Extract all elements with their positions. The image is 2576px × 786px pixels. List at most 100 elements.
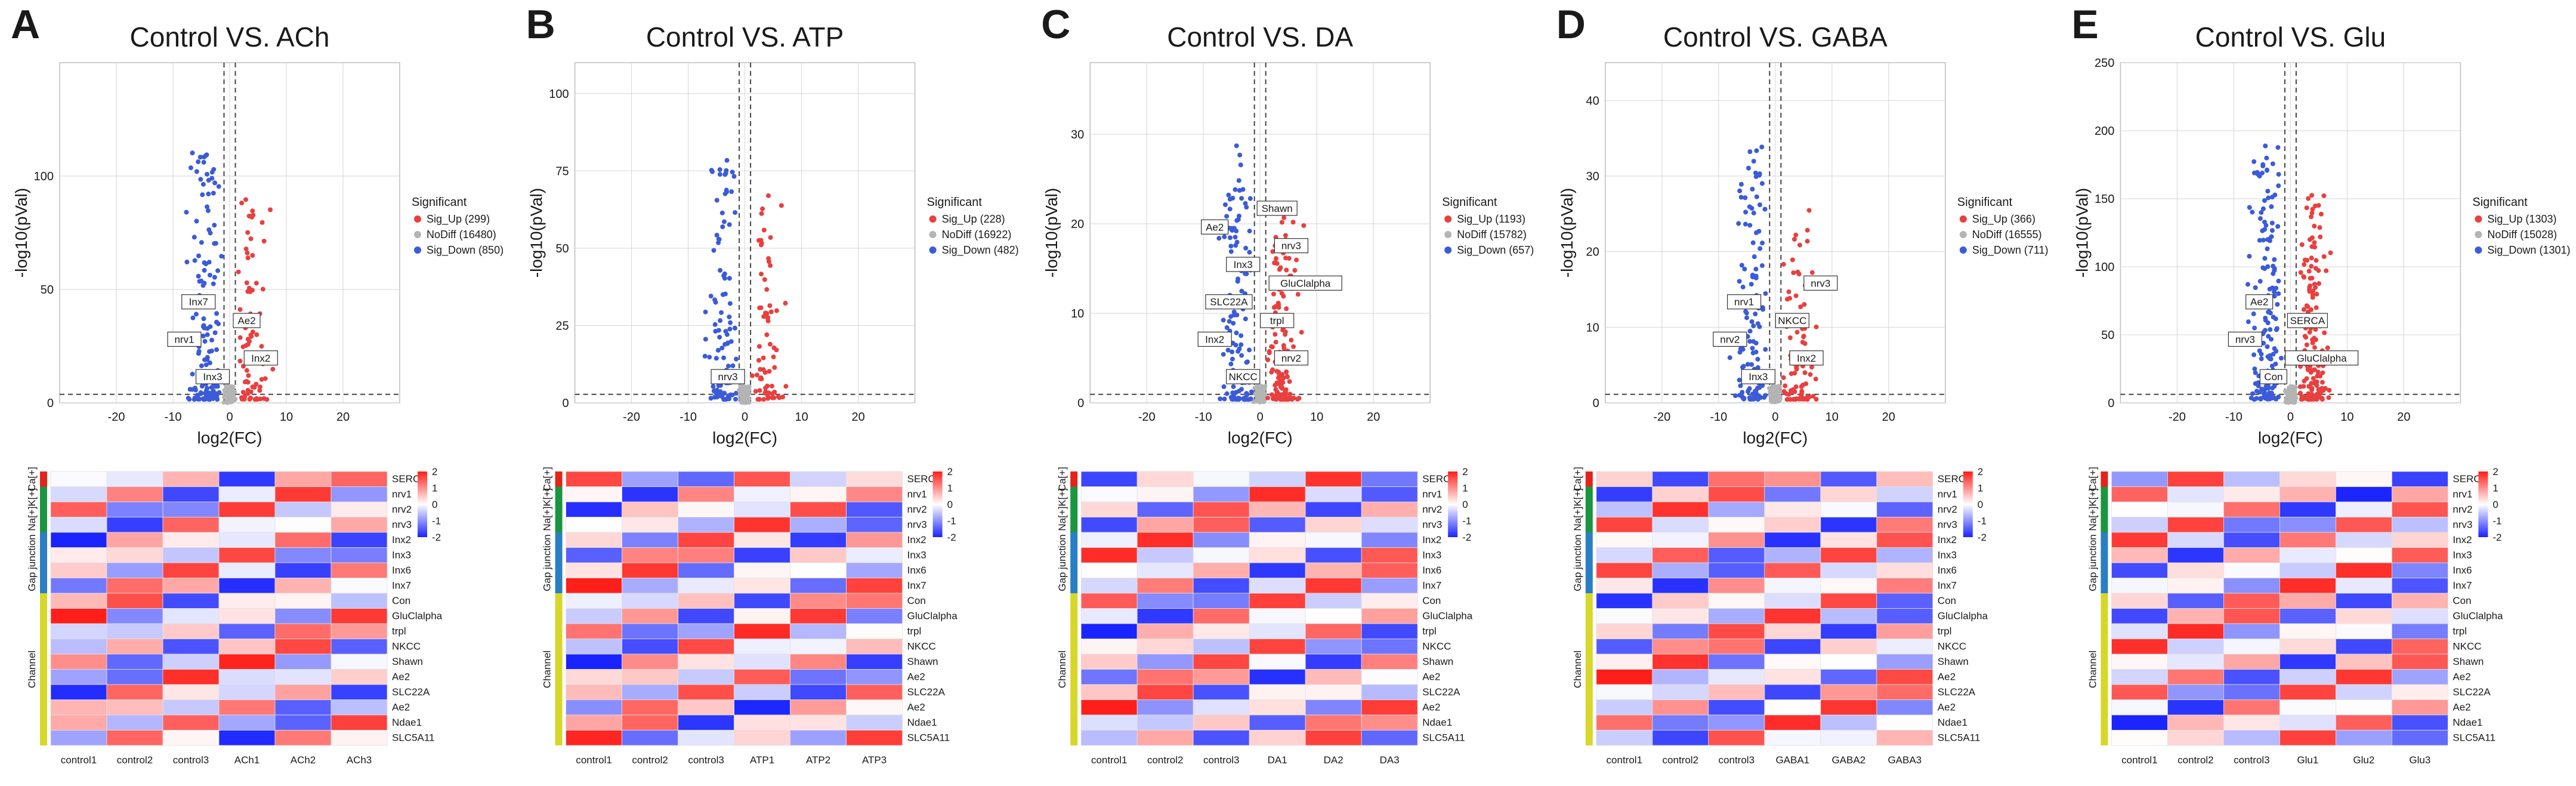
- color-scale-tick: 2: [1978, 466, 1983, 477]
- volcano-title: Control VS. Glu: [2195, 21, 2386, 53]
- heatmap-cell: [106, 639, 163, 655]
- point-sig-up: [1794, 366, 1799, 372]
- point-sig-down: [2269, 195, 2275, 200]
- panel-letter: A: [11, 2, 40, 47]
- heatmap-cell: [622, 517, 678, 533]
- heatmap-cell: [734, 639, 790, 655]
- group-color-bar: [2101, 593, 2108, 745]
- point-sig-down: [2261, 391, 2266, 396]
- legend-dot-nodiff: [2475, 231, 2482, 238]
- heatmap-cell: [1136, 699, 1194, 716]
- heatmap-cell: [1708, 501, 1765, 517]
- heatmap-cell: [2167, 486, 2224, 503]
- heatmap-cell: [106, 654, 163, 670]
- heatmap-cell: [1708, 532, 1765, 548]
- gene-label: Ae2: [237, 315, 255, 326]
- point-sig-down: [2266, 355, 2272, 360]
- heatmap-cell: [1136, 547, 1194, 563]
- heatmap-cell: [106, 593, 163, 609]
- legend-dot-up: [2475, 215, 2482, 223]
- gene-label: Inx2: [1205, 334, 1224, 345]
- point-sig-up: [764, 311, 770, 316]
- heatmap-cell: [331, 699, 388, 716]
- y-tick-label: 10: [1586, 321, 1599, 334]
- point-sig-down: [1739, 263, 1744, 268]
- point-sig-down: [1244, 205, 1249, 210]
- heatmap-cell: [1596, 699, 1653, 716]
- heatmap-cell: [2391, 669, 2448, 685]
- point-sig-down: [1751, 210, 1756, 215]
- heatmap-cell: [2111, 578, 2168, 594]
- heatmap-row-label: Inx3: [907, 550, 926, 561]
- heatmap-cell: [2223, 486, 2280, 503]
- point-sig-down: [1762, 206, 1768, 212]
- heatmap: Ca[+]Na[+]K[+]Gap junctionChannelSERCAnr…: [1057, 466, 1473, 766]
- point-sig-up: [1286, 255, 1292, 261]
- heatmap-cell: [1136, 532, 1194, 548]
- heatmap-col-label: control3: [688, 754, 724, 766]
- point-sig-up: [250, 329, 255, 335]
- point-sig-down: [1759, 181, 1765, 186]
- group-label: Ca[+]: [1057, 467, 1068, 491]
- gene-label: Con: [2264, 371, 2282, 383]
- point-sig-down: [1236, 213, 1241, 218]
- x-tick-label: 10: [280, 411, 293, 424]
- point-sig-down: [717, 167, 722, 172]
- point-sig-down: [1231, 226, 1237, 231]
- gene-label: nrv2: [1720, 334, 1740, 345]
- heatmap-cell: [1193, 639, 1250, 655]
- point-sig-down: [2251, 352, 2257, 357]
- group-label: Gap junction: [26, 534, 38, 591]
- point-sig-up: [245, 337, 251, 342]
- heatmap-cell: [2335, 532, 2392, 548]
- group-label: Ca[+]: [1572, 467, 1583, 491]
- point-sig-down: [1742, 266, 1747, 272]
- heatmap-cell: [790, 714, 847, 730]
- point-sig-up: [1783, 383, 1788, 389]
- point-sig-down: [1736, 221, 1741, 226]
- panel-e: E Control VS. Glu-20 -10 0 10 200501001502002…: [2071, 2, 2570, 766]
- point-sig-up: [1284, 369, 1289, 375]
- y-tick-label: 0: [562, 397, 569, 410]
- heatmap-cell: [1249, 669, 1306, 685]
- color-scale-tick: 0: [1462, 499, 1468, 510]
- gene-label-box: [167, 331, 202, 347]
- point-sig-down: [1760, 307, 1765, 312]
- heatmap-row-label: Inx7: [2453, 580, 2472, 591]
- group-color-bar: [555, 486, 563, 532]
- point-sig-down: [1750, 186, 1755, 192]
- heatmap-cell: [678, 517, 734, 533]
- point-sig-down: [2278, 356, 2284, 361]
- point-sig-up: [1795, 269, 1800, 275]
- heatmap-cell: [274, 654, 332, 670]
- point-sig-down: [1236, 397, 1241, 402]
- heatmap-cell: [1249, 654, 1306, 670]
- heatmap-cell: [566, 501, 622, 517]
- point-sig-up: [1813, 377, 1818, 382]
- heatmap-cell: [1876, 654, 1933, 670]
- heatmap-cell: [50, 562, 107, 578]
- heatmap-cell: [1361, 654, 1418, 670]
- heatmap-cell: [734, 517, 790, 533]
- point-sig-up: [761, 355, 766, 360]
- point-sig-down: [212, 180, 218, 186]
- heatmap-cell: [2391, 730, 2448, 746]
- heatmap-cell: [1249, 593, 1306, 609]
- heatmap-cell: [1136, 562, 1194, 578]
- heatmap-cell: [106, 501, 163, 517]
- gene-label: Ae2: [2250, 297, 2268, 308]
- heatmap-cell: [1305, 684, 1362, 700]
- point-sig-down: [719, 310, 724, 315]
- gene-label: nrv1: [1734, 297, 1754, 308]
- heatmap-row-label: trpl: [2453, 625, 2467, 637]
- group-label: Gap junction: [1572, 534, 1583, 591]
- gene-label-box: [2259, 369, 2287, 384]
- point-sig-up: [1299, 329, 1304, 335]
- heatmap-cell: [1136, 669, 1194, 685]
- heatmap-cell: [1652, 669, 1709, 685]
- heatmap-cell: [1193, 486, 1250, 503]
- nodiff-points: [221, 384, 238, 405]
- group-label: Na[+]K[+]: [1572, 488, 1583, 531]
- heatmap-cell: [790, 471, 847, 487]
- gene-label-box: [1274, 238, 1309, 254]
